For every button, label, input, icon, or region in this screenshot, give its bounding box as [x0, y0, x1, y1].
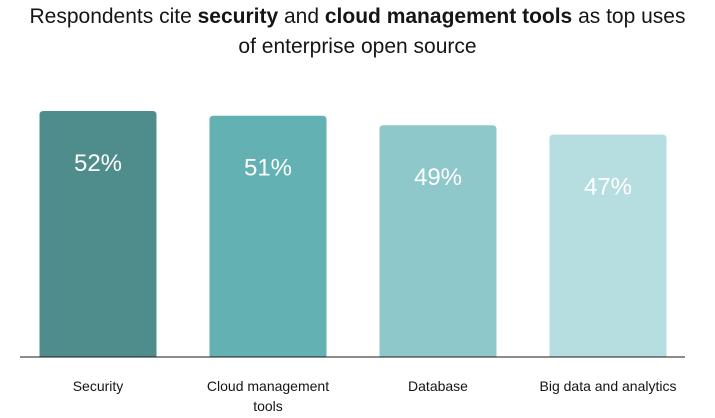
title-emphasis: security [197, 5, 279, 28]
bar-security [39, 111, 157, 357]
title-text: as top uses [572, 5, 686, 28]
title-text: and [278, 5, 325, 28]
bar-value-label: 52% [74, 150, 122, 177]
category-label: Big data and analytics [540, 378, 677, 394]
bar-value-label: 51% [244, 155, 292, 182]
title-emphasis: cloud management tools [324, 5, 573, 28]
category-label: tools [253, 398, 283, 414]
bar-value-label: 47% [584, 174, 632, 201]
title-text: of enterprise open source [238, 35, 477, 58]
category-label: Security [73, 378, 124, 394]
bar-cloud-management-tools [209, 115, 327, 357]
category-label: Database [408, 378, 468, 394]
category-label: Cloud management [207, 378, 329, 394]
bar-value-label: 49% [414, 164, 462, 191]
bar-big-data-and-analytics [549, 134, 667, 357]
bar-database [379, 125, 497, 357]
title-text: Respondents cite [29, 5, 198, 28]
chart-title: Respondents cite security and cloud mana… [0, 2, 715, 62]
